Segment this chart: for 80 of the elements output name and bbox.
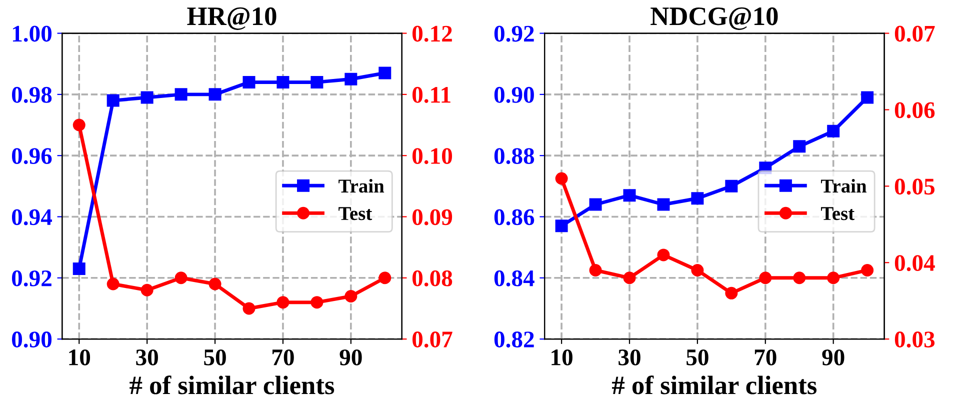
- point: [276, 76, 290, 88]
- y-tick-label: 0.90: [494, 86, 534, 103]
- point: [242, 302, 256, 315]
- point: [106, 94, 120, 107]
- y-tick-label: 0.88: [494, 148, 534, 164]
- point: [174, 88, 188, 101]
- y-tick-label: 0.82: [494, 332, 534, 348]
- y2-tick-label: 0.12: [412, 26, 452, 42]
- x-tick-label: 30: [618, 349, 640, 366]
- x-tick-label: 70: [754, 349, 776, 366]
- y-tick-label: 0.90: [12, 332, 52, 348]
- legend-label: Train: [338, 178, 384, 193]
- point: [827, 272, 840, 284]
- x-tick-label: 90: [340, 349, 362, 366]
- y-tick-label: 0.86: [494, 209, 534, 226]
- point: [657, 198, 670, 211]
- y-tick-label: 0.84: [494, 270, 534, 286]
- y2-tick-label: 0.06: [894, 102, 935, 118]
- x-axis-title: # of similar clients: [130, 375, 334, 394]
- point: [793, 140, 806, 153]
- point: [691, 264, 704, 276]
- x-tick-label: 30: [136, 349, 158, 366]
- x-tick-label: 50: [204, 349, 226, 366]
- point: [725, 180, 738, 192]
- chart-title: HR@10: [187, 7, 276, 30]
- y2-tick-label: 0.05: [894, 178, 934, 195]
- point: [174, 272, 188, 284]
- point: [208, 88, 222, 101]
- x-tick-label: 50: [686, 349, 708, 366]
- x-axis-title: # of similar clients: [612, 375, 817, 394]
- y2-tick-label: 0.10: [412, 148, 452, 164]
- y2-tick-label: 0.07: [412, 332, 452, 348]
- point: [242, 76, 256, 88]
- point: [623, 272, 636, 284]
- point: [140, 91, 154, 104]
- point: [72, 118, 86, 132]
- x-tick-label: 90: [822, 349, 844, 366]
- point: [276, 296, 290, 309]
- point: [344, 72, 358, 86]
- point: [861, 91, 874, 104]
- point: [827, 124, 840, 138]
- point: [861, 264, 874, 276]
- y2-tick-label: 0.08: [412, 270, 452, 286]
- point: [378, 272, 392, 284]
- point: [555, 220, 568, 232]
- point: [793, 272, 806, 284]
- y-tick-label: 0.92: [12, 270, 52, 286]
- y2-tick-label: 0.07: [894, 26, 935, 42]
- y2-tick-label: 0.11: [412, 86, 450, 103]
- point: [310, 296, 324, 309]
- y2-tick-label: 0.04: [894, 255, 935, 272]
- y2-tick-label: 0.03: [894, 332, 935, 348]
- y2-tick-label: 0.09: [412, 209, 452, 226]
- legend-label: Train: [821, 178, 867, 193]
- point: [657, 248, 670, 262]
- point: [344, 290, 358, 302]
- legend-label: Test: [338, 207, 372, 220]
- x-tick-label: 70: [272, 349, 294, 366]
- point: [589, 198, 602, 211]
- point: [589, 264, 602, 276]
- y-tick-label: 0.92: [494, 26, 534, 42]
- y-tick-label: 0.96: [12, 148, 52, 164]
- y-tick-label: 0.94: [12, 209, 52, 226]
- point: [140, 284, 154, 296]
- point: [208, 278, 222, 290]
- y-tick-label: 1.00: [12, 26, 52, 42]
- point: [72, 262, 86, 275]
- point: [310, 76, 324, 88]
- point: [725, 286, 738, 300]
- x-tick-label: 10: [69, 349, 90, 366]
- y-tick-label: 0.98: [12, 86, 52, 103]
- legend-label: Test: [821, 207, 854, 220]
- point: [378, 66, 392, 80]
- x-tick-label: 10: [552, 349, 572, 366]
- point: [691, 192, 704, 205]
- point: [759, 272, 772, 284]
- point: [555, 172, 568, 185]
- chart-title: NDCG@10: [650, 7, 778, 30]
- point: [623, 189, 636, 202]
- point: [106, 278, 120, 290]
